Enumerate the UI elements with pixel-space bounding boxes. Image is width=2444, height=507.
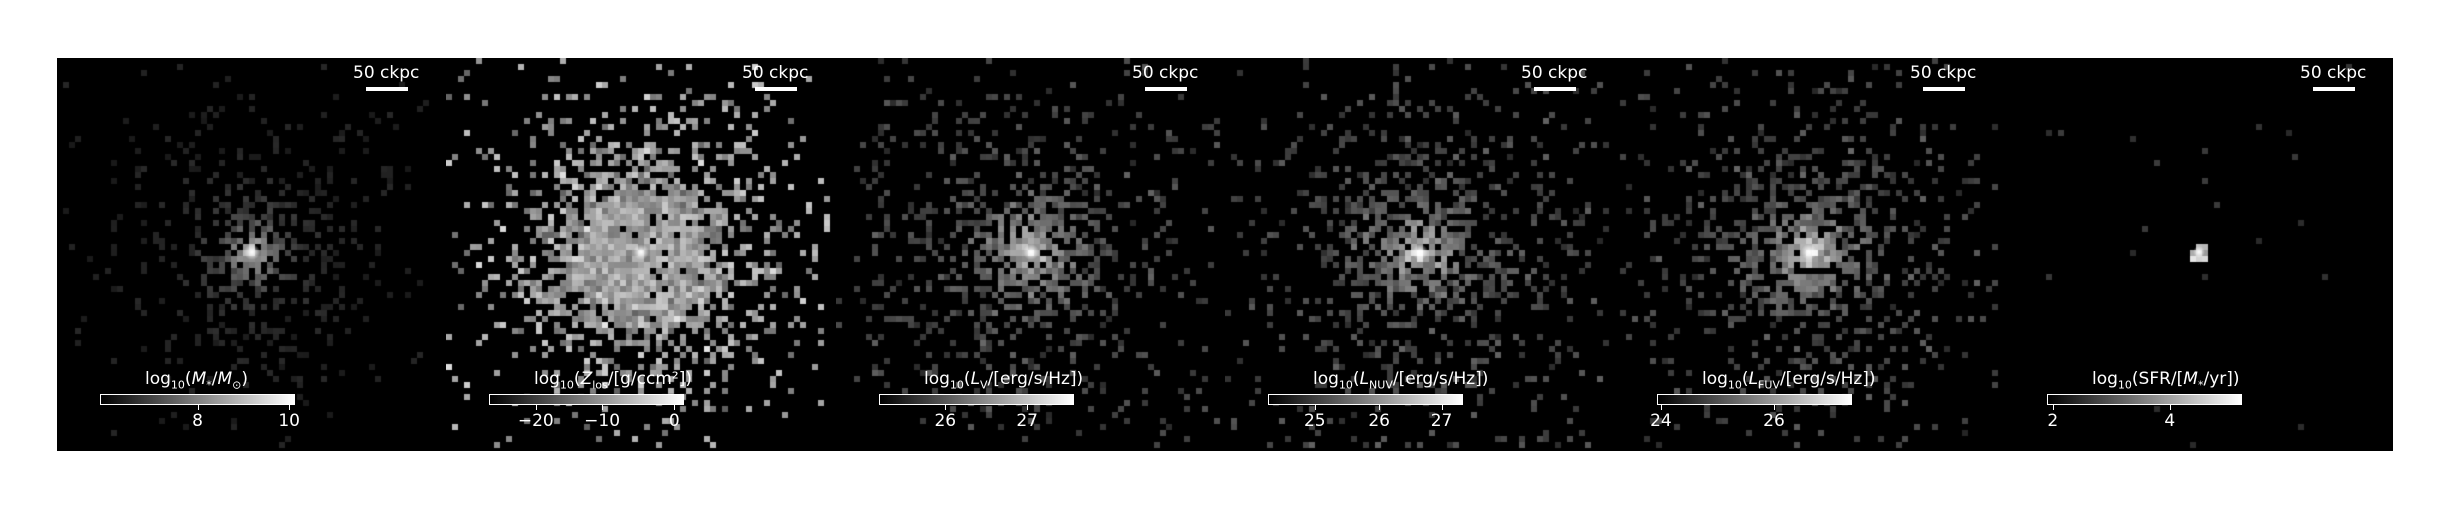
scale-bar-label: 50 ckpc	[2300, 63, 2367, 83]
colorbar-tick-label: 27	[1430, 411, 1453, 431]
scale-bar	[1145, 87, 1187, 91]
colorbar-tick-label: 2	[2047, 411, 2059, 431]
image-panel-fuv-luminosity: 50 ckpc log10(LFUV/[erg/s/Hz]) 24 26	[1614, 58, 2003, 451]
image-panel-v-band-luminosity: 50 ckpc log10(LV/[erg/s/Hz]) 26 27	[836, 58, 1225, 451]
galaxy-map	[1225, 58, 1614, 451]
colorbar-tick-label: 24	[1650, 411, 1672, 431]
colorbar-tick	[1660, 405, 1662, 410]
galaxy-map	[1614, 58, 2003, 451]
scale-bar	[1534, 87, 1576, 91]
colorbar-tick-label: 26	[1763, 411, 1785, 431]
colorbar-tick	[535, 405, 537, 410]
image-panel-metallicity: 50 ckpc log10(Zlos/[g/ccm²]) −20 −10 0	[446, 58, 835, 451]
image-panel-strip: 50 ckpc log10(M*/M⊙) 8 10 50 ckpc log10(Zlos/…	[57, 58, 2393, 451]
colorbar-tick	[945, 405, 947, 410]
colorbar-tick	[1379, 405, 1381, 410]
colorbar-tick-label: 26	[1368, 411, 1390, 431]
galaxy-map	[2004, 58, 2393, 451]
scale-bar	[366, 87, 408, 91]
image-panel-star-formation-rate: 50 ckpc log10(SFR/[M*/yr]) 2 4	[2004, 58, 2393, 451]
colorbar-tick	[2052, 405, 2054, 410]
galaxy-map	[836, 58, 1225, 451]
colorbar-title: log10(Zlos/[g/ccm²])	[534, 369, 692, 392]
image-panel-nuv-luminosity: 50 ckpc log10(LNUV/[erg/s/Hz]) 25 26 27	[1225, 58, 1614, 451]
colorbar-tick	[1314, 405, 1316, 410]
colorbar-tick	[2169, 405, 2171, 410]
colorbar-title: log10(M*/M⊙)	[145, 369, 248, 392]
colorbar	[100, 394, 295, 405]
colorbar-title: log10(LFUV/[erg/s/Hz])	[1702, 369, 1876, 392]
colorbar-tick	[1774, 405, 1775, 410]
colorbar-tick-label: 27	[1016, 411, 1039, 431]
colorbar-tick	[674, 405, 676, 410]
image-panel-stellar-mass: 50 ckpc log10(M*/M⊙) 8 10	[57, 58, 446, 451]
scale-bar	[2313, 87, 2355, 91]
colorbar	[1268, 394, 1463, 405]
colorbar-tick-label: −20	[517, 411, 554, 431]
colorbar-tick	[289, 405, 291, 410]
colorbar	[879, 394, 1074, 405]
colorbar-tick-label: 10	[278, 411, 300, 431]
colorbar-tick-label: 25	[1303, 411, 1326, 431]
scale-bar-label: 50 ckpc	[742, 63, 809, 83]
colorbar	[2047, 394, 2242, 405]
colorbar-title: log10(LV/[erg/s/Hz])	[924, 369, 1084, 392]
scale-bar-label: 50 ckpc	[1521, 63, 1588, 83]
colorbar-tick	[1441, 405, 1443, 410]
galaxy-map	[446, 58, 835, 451]
colorbar-title: log10(LNUV/[erg/s/Hz])	[1313, 369, 1489, 392]
colorbar-tick	[197, 405, 199, 410]
colorbar-tick	[602, 405, 604, 410]
scale-bar	[1923, 87, 1965, 91]
scale-bar-label: 50 ckpc	[1910, 63, 1977, 83]
colorbar-tick-label: 26	[934, 411, 957, 431]
colorbar-tick-label: −10	[584, 411, 621, 431]
galaxy-map	[57, 58, 446, 451]
colorbar-tick-label: 4	[2164, 411, 2176, 431]
colorbar-tick-label: 8	[192, 411, 203, 431]
colorbar-title: log10(SFR/[M*/yr])	[2092, 369, 2240, 392]
colorbar	[1657, 394, 1852, 405]
scale-bar	[755, 87, 797, 91]
colorbar-tick-label: 0	[668, 411, 680, 431]
scale-bar-label: 50 ckpc	[353, 63, 420, 83]
colorbar-tick	[1027, 405, 1029, 410]
scale-bar-label: 50 ckpc	[1132, 63, 1199, 83]
colorbar	[489, 394, 684, 405]
